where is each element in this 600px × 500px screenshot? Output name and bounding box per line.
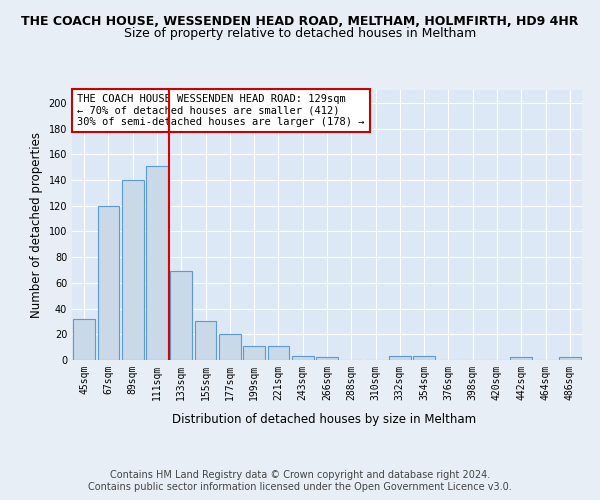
Bar (97, 206, 119, 360)
Bar (292, 356, 314, 360)
Text: Contains HM Land Registry data © Crown copyright and database right 2024.
Contai: Contains HM Land Registry data © Crown c… (88, 470, 512, 492)
Text: THE COACH HOUSE WESSENDEN HEAD ROAD: 129sqm
← 70% of detached houses are smaller: THE COACH HOUSE WESSENDEN HEAD ROAD: 129… (77, 94, 365, 127)
Bar (559, 358, 581, 360)
Bar (146, 166, 168, 360)
Bar (413, 356, 435, 360)
Bar (511, 358, 532, 360)
Bar (219, 334, 241, 360)
Bar (170, 272, 192, 360)
Bar (389, 356, 411, 360)
Bar (243, 346, 265, 360)
Text: THE COACH HOUSE, WESSENDEN HEAD ROAD, MELTHAM, HOLMFIRTH, HD9 4HR: THE COACH HOUSE, WESSENDEN HEAD ROAD, ME… (22, 15, 578, 28)
Bar (122, 180, 143, 360)
Bar (73, 319, 95, 360)
Text: Size of property relative to detached houses in Meltham: Size of property relative to detached ho… (124, 28, 476, 40)
Text: Distribution of detached houses by size in Meltham: Distribution of detached houses by size … (172, 412, 476, 426)
Y-axis label: Number of detached properties: Number of detached properties (30, 132, 43, 318)
Bar (268, 346, 289, 360)
Bar (194, 322, 217, 360)
Bar (316, 358, 338, 360)
